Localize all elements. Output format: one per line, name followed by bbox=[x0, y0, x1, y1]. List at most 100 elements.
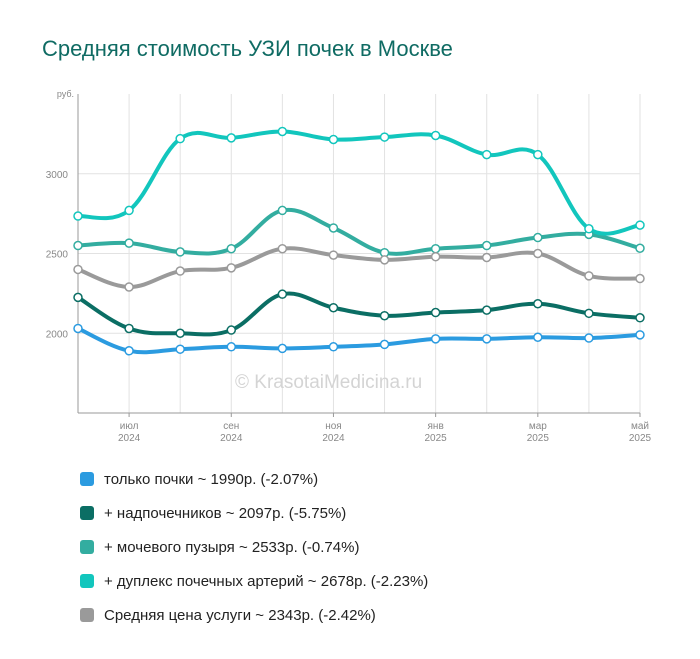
data-point bbox=[584, 271, 594, 281]
series-line-2 bbox=[76, 207, 642, 256]
data-point bbox=[73, 323, 83, 334]
data-point bbox=[635, 243, 645, 253]
data-point bbox=[533, 298, 543, 309]
legend-swatch bbox=[80, 608, 94, 622]
legend-swatch bbox=[80, 540, 94, 554]
legend-item[interactable]: Средняя цена услуги ~ 2343р. (-2.42%) bbox=[80, 598, 428, 632]
x-tick-label-month: янв bbox=[428, 421, 444, 432]
x-tick-label-year: 2025 bbox=[527, 433, 550, 444]
data-point bbox=[430, 251, 441, 262]
y-axis-label: руб. bbox=[57, 89, 74, 99]
data-point bbox=[328, 342, 339, 352]
legend-label: только почки ~ 1990р. (-2.07%) bbox=[104, 470, 319, 488]
data-point bbox=[481, 305, 492, 315]
x-tick-label-year: 2025 bbox=[425, 433, 448, 444]
x-tick-label-month: май bbox=[631, 421, 649, 432]
y-tick-label: 3000 bbox=[46, 170, 69, 181]
data-point bbox=[584, 308, 594, 319]
data-point bbox=[124, 323, 134, 334]
legend-label: + дуплекс почечных артерий ~ 2678р. (-2.… bbox=[104, 572, 429, 590]
data-point bbox=[584, 224, 594, 234]
data-point bbox=[328, 250, 339, 260]
chart-series bbox=[76, 129, 642, 355]
data-point bbox=[175, 344, 185, 354]
series-line-1 bbox=[76, 291, 642, 337]
data-point bbox=[328, 302, 339, 313]
data-point bbox=[277, 126, 288, 137]
data-point bbox=[533, 149, 543, 160]
data-point bbox=[635, 220, 645, 230]
legend-item[interactable]: + мочевого пузыря ~ 2533р. (-0.74%) bbox=[80, 530, 428, 564]
data-point bbox=[226, 133, 237, 143]
data-point bbox=[379, 310, 390, 321]
x-tick-label-year: 2024 bbox=[220, 433, 243, 444]
data-point bbox=[124, 238, 134, 248]
data-point bbox=[73, 264, 83, 275]
y-tick-label: 2500 bbox=[46, 250, 69, 261]
x-tick-label-month: мар bbox=[529, 421, 547, 432]
data-point bbox=[481, 149, 492, 160]
data-point bbox=[73, 211, 83, 221]
data-point bbox=[379, 255, 390, 265]
legend-item[interactable]: + надпочечников ~ 2097р. (-5.75%) bbox=[80, 496, 428, 530]
data-point bbox=[277, 343, 288, 354]
chart-legend: только почки ~ 1990р. (-2.07%) + надпочеч… bbox=[80, 462, 428, 632]
chart-grid bbox=[77, 94, 641, 413]
data-point bbox=[328, 134, 339, 145]
data-point bbox=[584, 333, 594, 343]
legend-item[interactable]: + дуплекс почечных артерий ~ 2678р. (-2.… bbox=[80, 564, 428, 598]
chart-labels: 200025003000руб.июл2024сен2024ноя2024янв… bbox=[46, 89, 652, 444]
x-tick-label-year: 2025 bbox=[629, 433, 652, 444]
data-point bbox=[635, 330, 645, 340]
x-tick-label-month: сен bbox=[223, 421, 239, 432]
legend-swatch bbox=[80, 506, 94, 520]
series-line-3 bbox=[76, 129, 642, 236]
data-point bbox=[430, 334, 441, 344]
data-point bbox=[175, 133, 185, 144]
x-tick-label-month: июл bbox=[120, 421, 139, 432]
chart-title: Средняя стоимость УЗИ почек в Москве bbox=[42, 36, 453, 61]
x-tick-label-year: 2024 bbox=[118, 433, 141, 444]
data-point bbox=[277, 243, 288, 254]
chart-axes bbox=[77, 94, 641, 417]
data-point bbox=[533, 232, 543, 243]
series-line-4 bbox=[76, 246, 642, 289]
data-point bbox=[277, 205, 288, 216]
data-point bbox=[124, 346, 134, 356]
data-point bbox=[481, 334, 492, 344]
legend-swatch bbox=[80, 472, 94, 486]
legend-item[interactable]: только почки ~ 1990р. (-2.07%) bbox=[80, 462, 428, 496]
data-point bbox=[430, 130, 441, 141]
data-point bbox=[379, 132, 390, 142]
data-point bbox=[533, 248, 543, 259]
data-point bbox=[430, 243, 441, 254]
data-point bbox=[175, 266, 185, 276]
data-point bbox=[481, 252, 492, 263]
data-point bbox=[175, 247, 185, 257]
data-point bbox=[328, 223, 339, 233]
data-point bbox=[430, 307, 441, 318]
data-point bbox=[226, 263, 237, 273]
data-point bbox=[73, 292, 83, 303]
legend-label: + мочевого пузыря ~ 2533р. (-0.74%) bbox=[104, 538, 360, 556]
y-tick-label: 2000 bbox=[46, 329, 69, 340]
legend-swatch bbox=[80, 574, 94, 588]
data-point bbox=[226, 243, 237, 254]
watermark: © KrasotaiMedicina.ru bbox=[235, 372, 423, 393]
data-point bbox=[379, 339, 390, 350]
data-point bbox=[481, 240, 492, 251]
data-point bbox=[635, 313, 645, 323]
x-tick-label-year: 2024 bbox=[322, 433, 345, 444]
data-point bbox=[226, 325, 237, 335]
legend-label: + надпочечников ~ 2097р. (-5.75%) bbox=[104, 504, 347, 522]
x-tick-label-month: ноя bbox=[325, 421, 342, 432]
data-point bbox=[124, 282, 134, 292]
data-point bbox=[635, 273, 645, 284]
data-point bbox=[226, 342, 237, 352]
chart-points bbox=[73, 126, 645, 356]
data-point bbox=[175, 328, 185, 338]
data-point bbox=[533, 332, 543, 342]
data-point bbox=[124, 205, 134, 216]
line-chart: 200025003000руб.июл2024сен2024ноя2024янв… bbox=[46, 89, 652, 444]
legend-label: Средняя цена услуги ~ 2343р. (-2.42%) bbox=[104, 606, 376, 624]
